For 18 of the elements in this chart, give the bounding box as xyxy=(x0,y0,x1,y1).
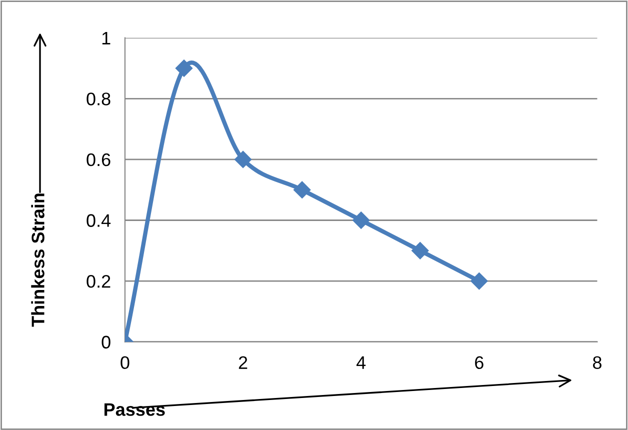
point xyxy=(234,150,252,168)
point xyxy=(470,272,488,290)
x-tick-label: 4 xyxy=(356,356,366,369)
y-tick-label: 1 xyxy=(102,32,110,44)
point xyxy=(294,181,311,198)
point xyxy=(175,60,193,77)
x-tick-label: 8 xyxy=(592,356,602,369)
y-tick-label: 0.8 xyxy=(86,92,110,106)
x-tick-label: 0 xyxy=(120,356,130,369)
y-tick-label: 0 xyxy=(102,336,110,349)
y-axis-title: Thinkess Strain xyxy=(31,194,44,327)
y-tick-label: 0.6 xyxy=(86,153,110,166)
point xyxy=(412,242,429,260)
x-tick-label: 6 xyxy=(475,356,484,369)
y-tick-label: 0.2 xyxy=(86,274,110,288)
x-tick-label: 2 xyxy=(238,356,248,369)
point xyxy=(352,212,370,229)
y-tick-label: 0.4 xyxy=(86,214,111,227)
